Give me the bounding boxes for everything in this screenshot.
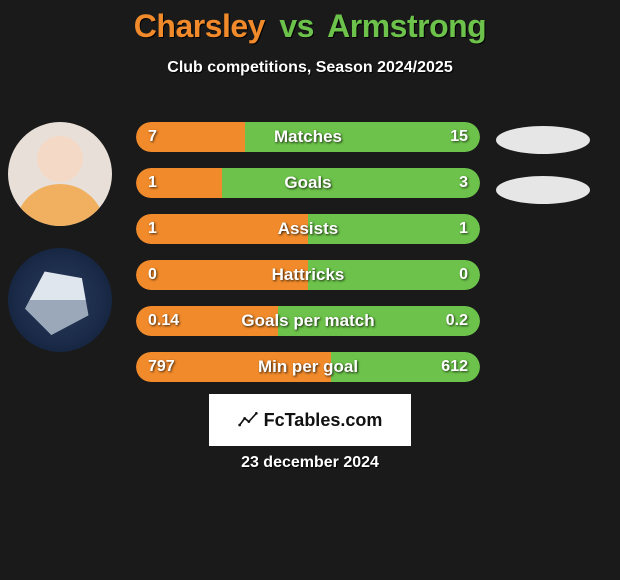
stat-row: Goals1 3 — [136, 168, 480, 198]
player1-avatar — [8, 122, 112, 226]
stat-value-right: 3 — [459, 168, 468, 198]
stat-value-right: 0.2 — [446, 306, 468, 336]
title-vs: vs — [279, 8, 314, 44]
player2-club-badge — [8, 248, 112, 352]
stat-row: Assists1 1 — [136, 214, 480, 244]
stat-value-right: 0 — [459, 260, 468, 290]
avatars-column — [8, 122, 118, 352]
stat-label: Goals per match — [136, 306, 480, 336]
stat-value-left: 797 — [148, 352, 175, 382]
stat-value-right: 1 — [459, 214, 468, 244]
stat-label: Hattricks — [136, 260, 480, 290]
comparison-bars: Matches715Goals13Assists11Hattricks00Goa… — [136, 122, 480, 398]
stat-value-left: 1 — [148, 214, 157, 244]
stat-label: Matches — [136, 122, 480, 152]
stat-row: Goals per match0.14 0.2 — [136, 306, 480, 336]
title-player2: Armstrong — [327, 8, 486, 44]
date-line: 23 december 2024 — [0, 454, 620, 472]
stat-value-left: 7 — [148, 122, 157, 152]
stat-row: Matches7 15 — [136, 122, 480, 152]
page-title: Charsley vs Armstrong — [0, 0, 620, 45]
stat-label: Min per goal — [136, 352, 480, 382]
stat-value-left: 0.14 — [148, 306, 179, 336]
stat-value-left: 1 — [148, 168, 157, 198]
stat-value-left: 0 — [148, 260, 157, 290]
stat-row: Min per goal797 612 — [136, 352, 480, 382]
title-player1: Charsley — [134, 8, 265, 44]
fctables-badge-text: FcTables.com — [264, 410, 383, 431]
placeholder-ellipse — [496, 176, 590, 204]
stat-label: Goals — [136, 168, 480, 198]
comparison-infographic: Charsley vs Armstrong Club competitions,… — [0, 0, 620, 580]
placeholder-ellipse — [496, 126, 590, 154]
stat-label: Assists — [136, 214, 480, 244]
fctables-badge: FcTables.com — [209, 394, 411, 446]
stat-row: Hattricks0 0 — [136, 260, 480, 290]
subtitle: Club competitions, Season 2024/2025 — [0, 59, 620, 77]
fctables-logo-icon — [238, 410, 258, 430]
stat-value-right: 15 — [450, 122, 468, 152]
stat-value-right: 612 — [441, 352, 468, 382]
